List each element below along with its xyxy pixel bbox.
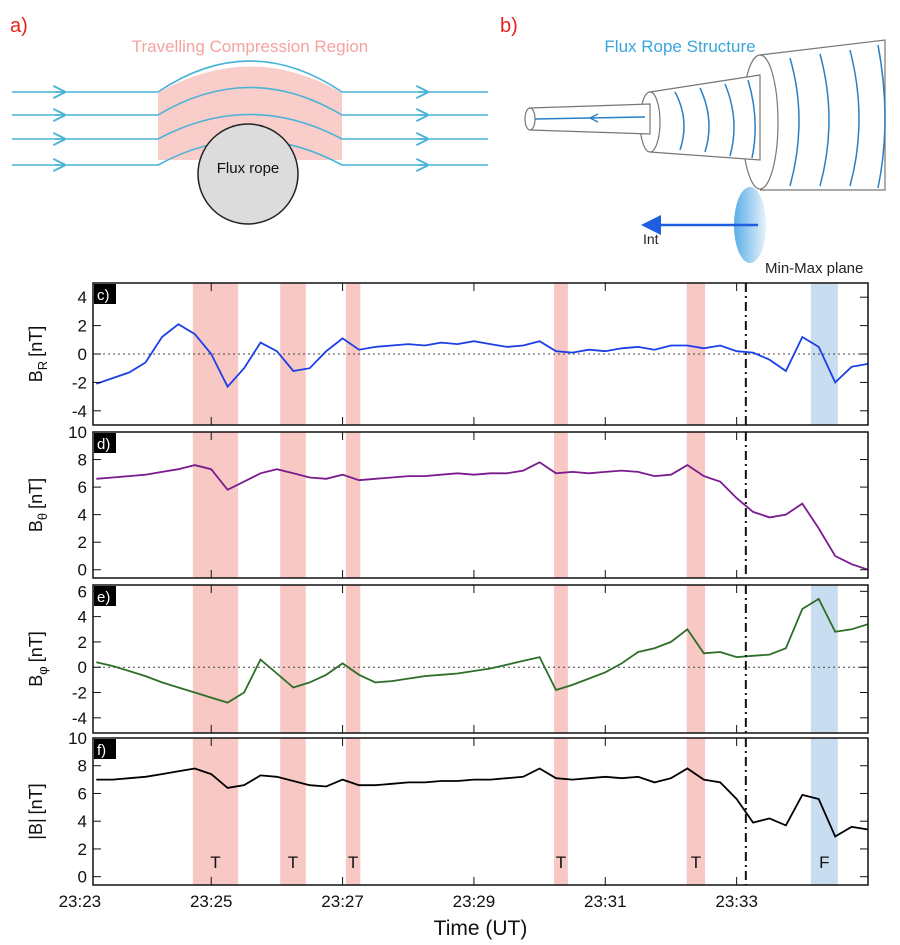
x-tick-label: 23:33	[715, 892, 758, 911]
highlight-span	[280, 738, 306, 885]
y-axis-title-part: R	[35, 361, 50, 370]
y-tick-label: 4	[78, 608, 87, 627]
highlight-span	[686, 738, 706, 885]
flux-rope	[197, 123, 299, 225]
y-axis-title-part: θ	[35, 513, 50, 520]
plot-frame	[92, 431, 869, 579]
series-line	[96, 323, 869, 389]
y-axis-title: Bφ [nT]	[26, 631, 50, 686]
panel-label-box	[94, 433, 116, 453]
y-tick-label: 2	[78, 317, 87, 336]
diagram-a: a) Travelling Compression Region Flux ro…	[10, 15, 488, 225]
y-tick-label: 0	[78, 658, 87, 677]
highlight-span	[686, 585, 706, 733]
panel-label: d)	[97, 436, 110, 453]
x-tick-label: 23:25	[190, 892, 233, 911]
highlight-span	[345, 738, 361, 885]
y-tick-label: 4	[78, 812, 87, 831]
series-line	[96, 767, 869, 838]
y-tick-label: 6	[78, 784, 87, 803]
span-label: T	[210, 853, 220, 872]
highlight-span	[686, 432, 706, 578]
y-axis-title-part: [nT]	[26, 783, 46, 814]
y-tick-label: -2	[72, 684, 87, 703]
y-tick-label: -4	[72, 709, 87, 728]
highlight-span	[280, 432, 306, 578]
highlight-span	[192, 585, 239, 733]
x-axis-title: Time (UT)	[434, 917, 528, 940]
y-axis-title-part: [nT]	[26, 631, 46, 662]
y-axis-title-part: B	[26, 370, 46, 382]
y-tick-label: 10	[68, 423, 87, 442]
panel-label: e)	[97, 589, 110, 606]
panel-label: f)	[97, 742, 106, 759]
y-axis-title: Bθ [nT]	[26, 478, 50, 532]
y-tick-label: 2	[78, 840, 87, 859]
y-axis-title-part: B	[26, 675, 46, 687]
panel-label: c)	[97, 287, 110, 304]
span-label: F	[819, 853, 829, 872]
highlight-span	[554, 585, 568, 733]
y-tick-label: 4	[78, 506, 87, 525]
y-tick-label: 0	[78, 345, 87, 364]
highlight-span	[554, 283, 568, 425]
x-tick-label: 23:23	[59, 892, 102, 911]
panel-label: b)	[500, 15, 518, 37]
highlight-span	[345, 432, 361, 578]
rope-label: Flux rope	[217, 160, 280, 177]
y-tick-label: 6	[78, 478, 87, 497]
panel-label-box	[94, 739, 116, 759]
y-tick-label: 10	[68, 729, 87, 748]
panel-label-box	[94, 586, 116, 606]
plot-frame	[92, 584, 869, 734]
y-tick-label: 0	[78, 868, 87, 887]
highlight-span	[810, 585, 838, 733]
highlight-span	[686, 283, 706, 425]
span-label: T	[691, 853, 701, 872]
plane-label: Min-Max plane	[765, 260, 863, 277]
x-tick-label: 23:29	[453, 892, 496, 911]
y-tick-label: -4	[72, 402, 87, 421]
y-tick-label: 8	[78, 757, 87, 776]
y-tick-label: 0	[78, 561, 87, 580]
highlight-span	[345, 585, 361, 733]
axis-label: Int	[643, 231, 659, 247]
compression-region	[158, 66, 342, 160]
diagram-b	[524, 39, 886, 263]
y-tick-label: 2	[78, 633, 87, 652]
diagram-title: Travelling Compression Region	[132, 37, 369, 56]
y-axis-title-part: φ	[35, 666, 50, 674]
panel-label-box	[94, 284, 116, 304]
y-axis-title-part: [nT]	[26, 326, 46, 357]
plot-frame	[92, 737, 869, 886]
panel-label: a)	[10, 15, 28, 37]
highlight-span	[192, 738, 239, 885]
highlight-span	[192, 283, 239, 425]
x-tick-label: 23:31	[584, 892, 627, 911]
span-label: T	[288, 853, 298, 872]
y-tick-label: 8	[78, 451, 87, 470]
y-tick-label: 6	[78, 582, 87, 601]
y-tick-label: 2	[78, 533, 87, 552]
y-axis-title-part: |B|	[26, 818, 46, 839]
highlight-span	[554, 738, 568, 885]
y-tick-label: -2	[72, 373, 87, 392]
y-axis-title-part: [nT]	[26, 478, 46, 509]
span-label: T	[348, 853, 358, 872]
highlight-span	[554, 432, 568, 578]
series-line	[96, 461, 869, 571]
y-tick-label: 4	[78, 288, 87, 307]
highlight-span	[192, 432, 239, 578]
highlight-span	[280, 585, 306, 733]
series-line	[96, 597, 869, 704]
y-axis-title-part: B	[26, 520, 46, 532]
x-tick-label: 23:27	[321, 892, 364, 911]
y-axis-title: |B| [nT]	[26, 783, 46, 839]
diagram-title: Flux Rope Structure	[604, 37, 755, 56]
y-axis-title: BR [nT]	[26, 326, 50, 382]
span-label: T	[556, 853, 566, 872]
